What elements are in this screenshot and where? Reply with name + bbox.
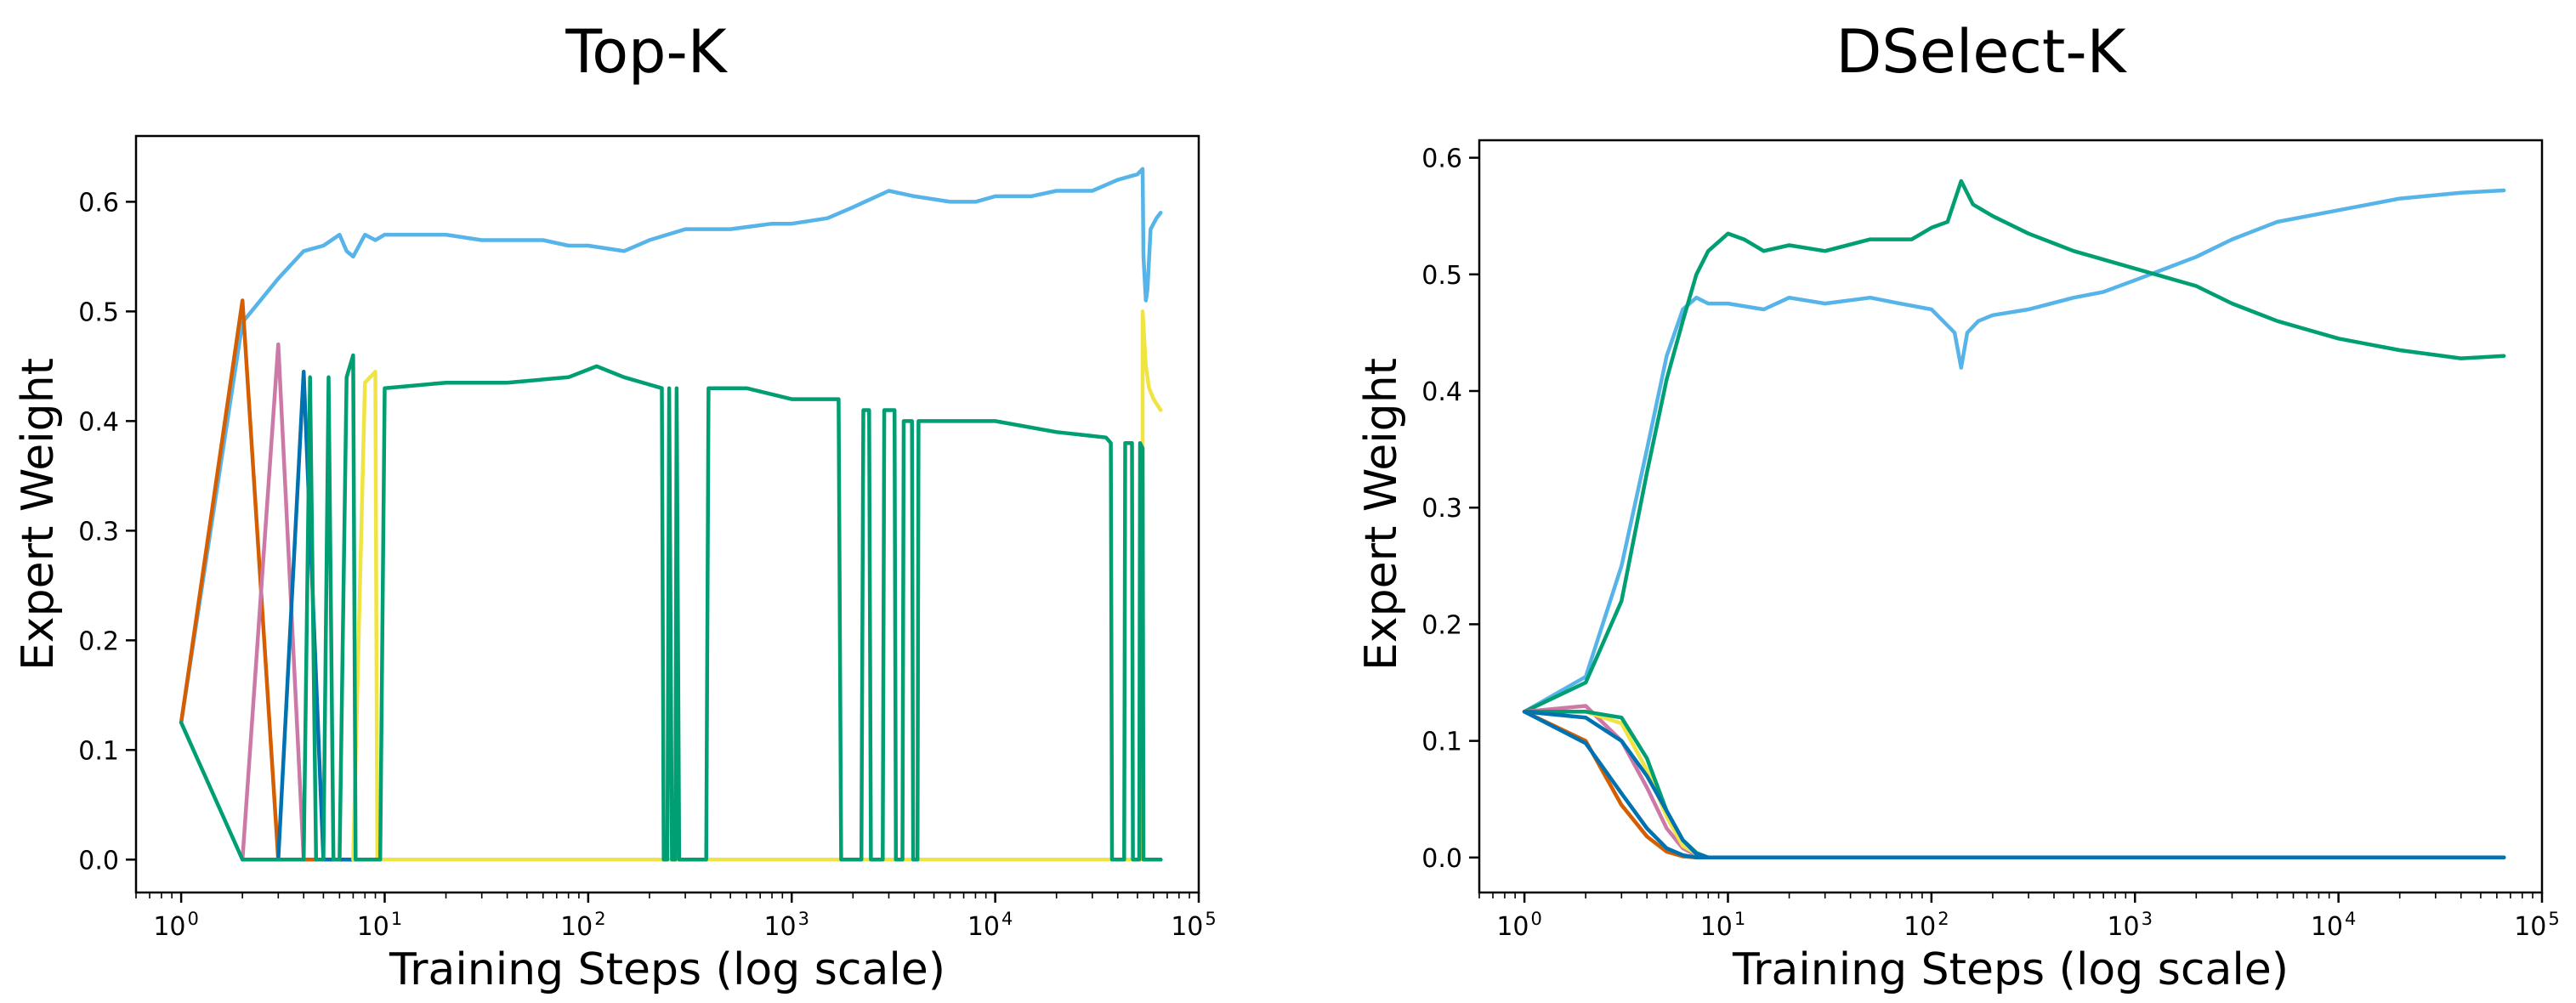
y-tick-label: 0.4	[1421, 377, 1462, 407]
x-tick-label: 100	[1496, 909, 1542, 942]
x-tick-label: 102	[1904, 909, 1949, 942]
chart-top-k: Top-K 100 101 102 103 104 105 0.0 0.1 0.2 0.3 0.4 0…	[13, 17, 1217, 995]
x-tick-label: 103	[763, 909, 809, 942]
x-tick-label: 101	[1700, 909, 1746, 942]
y-tick-label: 0.3	[1421, 494, 1462, 524]
x-axis-label: Training Steps (log scale)	[389, 944, 945, 995]
x-tick-label: 104	[967, 909, 1013, 942]
y-tick-label: 0.4	[78, 407, 119, 437]
series-group	[179, 167, 1163, 862]
chart-title: DSelect-K	[1836, 17, 2127, 87]
x-tick-label: 102	[560, 909, 606, 942]
plot-area	[1478, 139, 2544, 894]
x-tick-label: 101	[357, 909, 403, 942]
series-line-expert-green	[1522, 178, 2506, 714]
y-tick-label: 0.6	[1421, 144, 1462, 174]
y-tick-label: 0.2	[1421, 610, 1462, 640]
series-line-expert-blue	[1522, 710, 2506, 860]
x-tick-label: 105	[2514, 909, 2560, 942]
series-line-expert-green	[179, 353, 1163, 862]
y-tick-label: 0.5	[78, 298, 119, 327]
x-tick-label: 104	[2311, 909, 2357, 942]
series-line-expert-sky-blue	[179, 167, 1163, 725]
series-line-expert-pink	[1522, 704, 2506, 860]
plot-area	[134, 134, 1200, 894]
series-line-expert-pink	[240, 342, 306, 862]
x-tick-label: 105	[1171, 909, 1217, 942]
chart-dselect-k: DSelect-K 100 101 102 103 104 105 0.0 0.1 0.2 0.3…	[1356, 17, 2560, 995]
y-axis-label: Expert Weight	[1356, 358, 1407, 671]
series-group	[1522, 178, 2506, 860]
series-line-expert-sky-blue	[1522, 188, 2506, 714]
y-axis-label: Expert Weight	[13, 358, 64, 671]
series-line-expert-yellow	[351, 309, 1163, 862]
y-tick-label: 0.6	[78, 188, 119, 218]
x-axis-label: Training Steps (log scale)	[1732, 944, 2289, 995]
y-tick-label: 0.1	[78, 736, 119, 766]
y-tick-label: 0.0	[1421, 844, 1462, 874]
y-tick-label: 0.3	[78, 517, 119, 547]
chart-title: Top-K	[565, 17, 728, 87]
axis-ticks: 100 101 102 103 104 105 0.0 0.1 0.2 0.3 0.4 0.5 0.6	[78, 188, 1217, 942]
axis-ticks: 100 101 102 103 104 105 0.0 0.1 0.2 0.3 0.4 0.5 0.6	[1421, 144, 2560, 942]
x-tick-label: 103	[2107, 909, 2153, 942]
y-tick-label: 0.0	[78, 846, 119, 876]
y-tick-label: 0.2	[78, 626, 119, 656]
x-tick-label: 100	[153, 909, 199, 942]
y-tick-label: 0.1	[1421, 728, 1462, 757]
y-tick-label: 0.5	[1421, 261, 1462, 291]
series-line-expert-blue	[276, 370, 1163, 862]
